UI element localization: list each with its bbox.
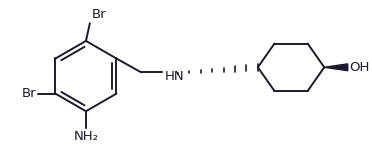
Text: Br: Br — [21, 87, 36, 100]
Text: HN: HN — [164, 70, 184, 83]
Text: NH₂: NH₂ — [73, 130, 99, 143]
Text: OH: OH — [350, 61, 370, 74]
Polygon shape — [324, 64, 348, 71]
Text: Br: Br — [92, 8, 106, 21]
